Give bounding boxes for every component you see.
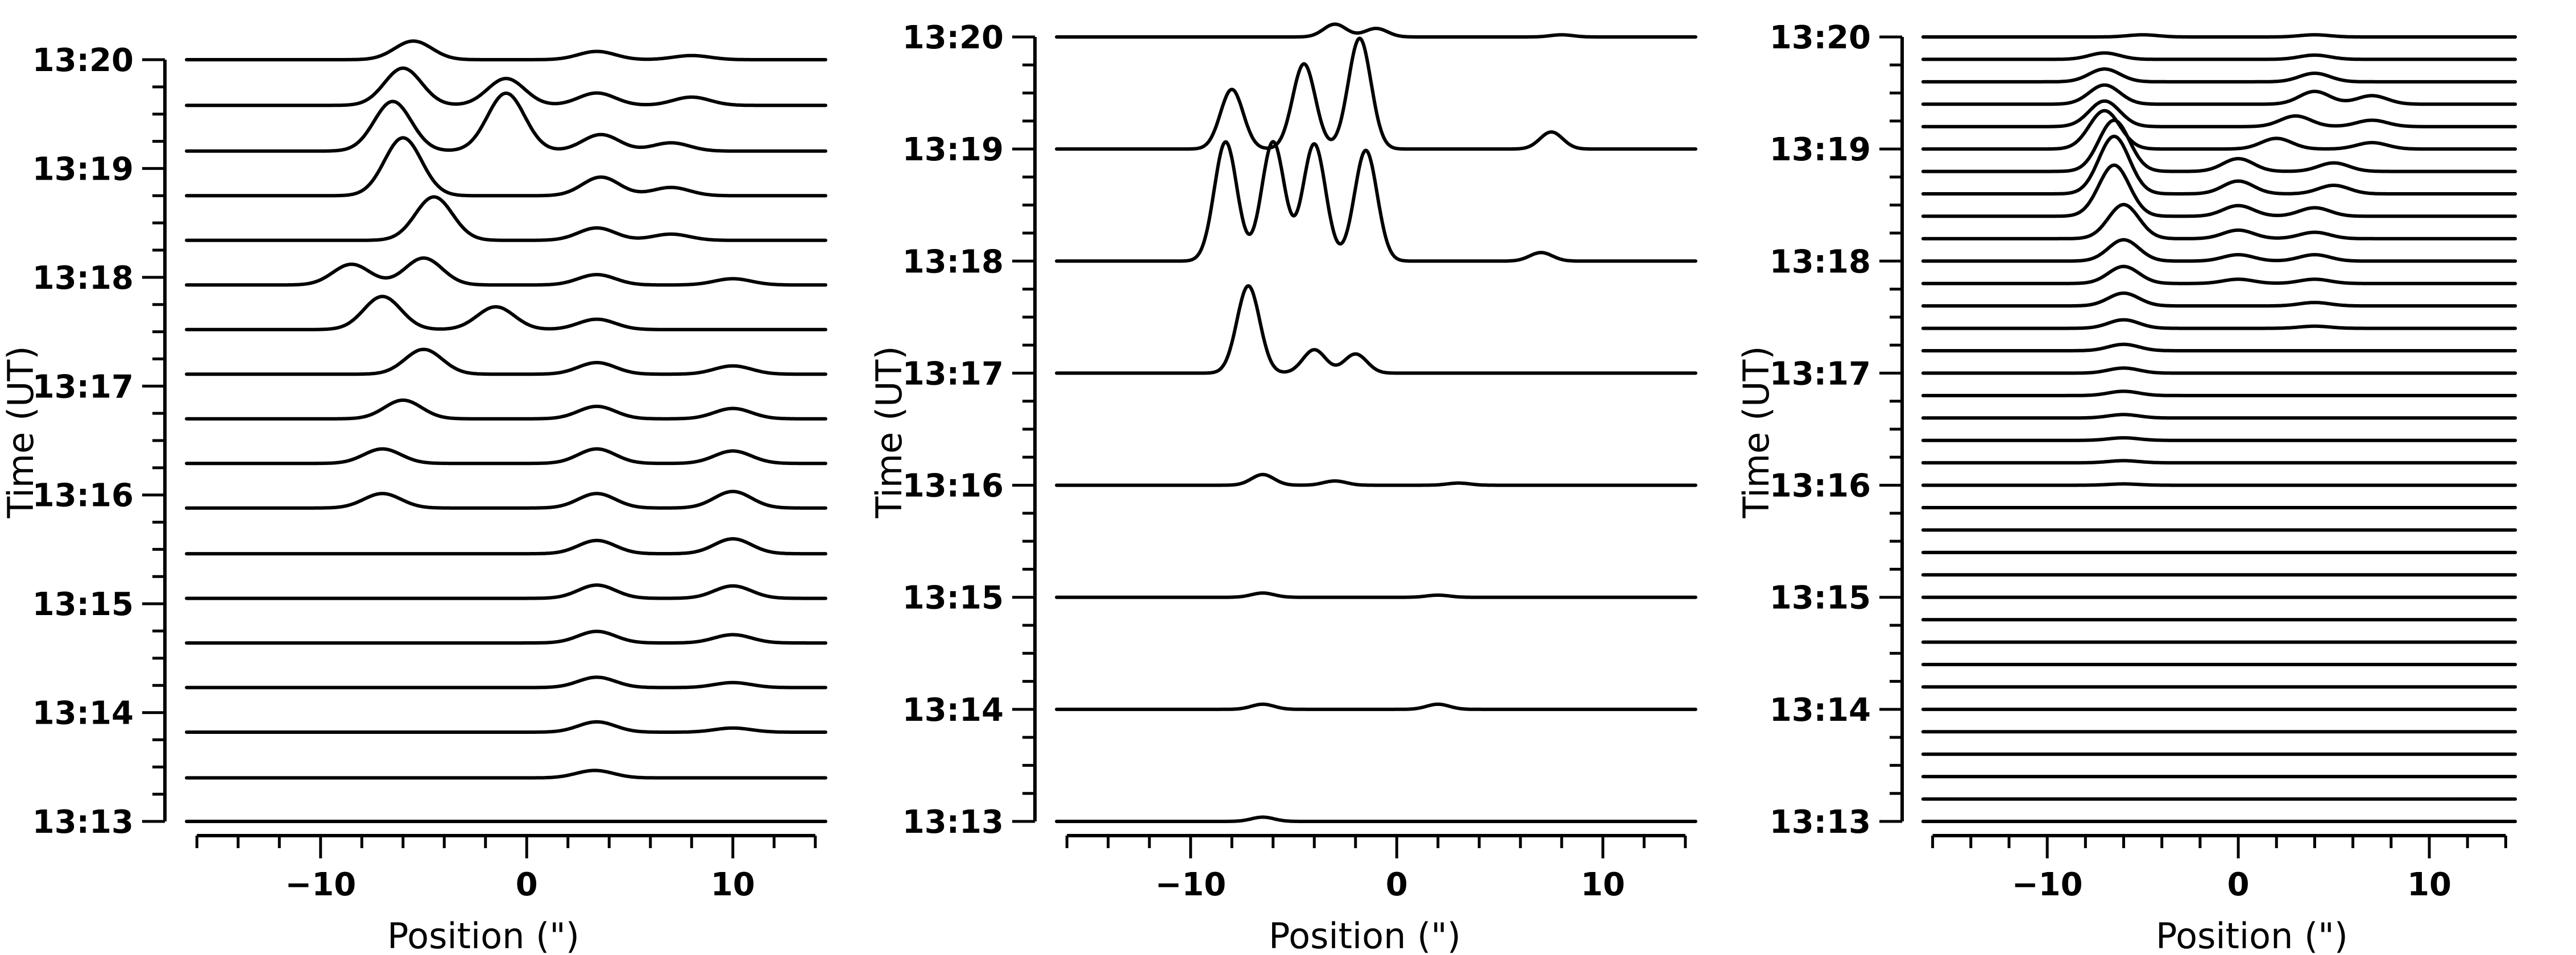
x-tick-label: 0 <box>2227 866 2250 903</box>
y-tick-label: 13:18 <box>32 260 134 297</box>
profile-trace <box>1921 118 2517 173</box>
y-tick-label: 13:18 <box>1770 243 1871 280</box>
profile-trace <box>1921 83 2517 106</box>
x-axis-title-right: Position (") <box>2156 915 2348 955</box>
profile-trace <box>185 136 827 198</box>
x-tick-label: 10 <box>711 866 755 903</box>
profile-trace <box>185 675 827 690</box>
profile-trace <box>1921 238 2517 263</box>
profile-trace <box>1921 51 2517 61</box>
y-axis-title-left: Time (UT) <box>0 346 42 518</box>
y-tick-label: 13:19 <box>902 131 1004 168</box>
profile-trace <box>1921 459 2517 465</box>
y-tick-label: 13:15 <box>902 580 1004 617</box>
y-tick-label: 13:17 <box>1770 355 1871 392</box>
y-tick-label: 13:13 <box>32 804 134 841</box>
y-tick-label: 13:17 <box>902 355 1004 392</box>
y-tick-label: 13:18 <box>902 243 1004 280</box>
profile-trace <box>1921 134 2517 196</box>
y-tick-label: 13:16 <box>1770 468 1871 505</box>
profile-trace <box>1055 815 1697 823</box>
y-tick-label: 13:20 <box>1770 19 1871 56</box>
profile-trace <box>185 537 827 556</box>
profile-trace <box>1921 33 2517 39</box>
profile-trace <box>1921 67 2517 84</box>
profile-trace <box>1921 99 2517 128</box>
y-tick-label: 13:17 <box>32 368 134 405</box>
profile-trace <box>1055 284 1697 375</box>
profile-trace <box>185 195 827 242</box>
profile-trace <box>185 347 827 376</box>
y-tick-label: 13:19 <box>32 151 134 188</box>
profile-trace <box>185 92 827 153</box>
profile-trace <box>1055 36 1697 151</box>
y-axis-title-right: Time (UT) <box>1736 346 1777 518</box>
profile-trace <box>185 629 827 645</box>
x-tick-label: 10 <box>2407 866 2451 903</box>
profile-trace <box>1055 702 1697 711</box>
profile-trace <box>1921 482 2517 487</box>
y-tick-label: 13:15 <box>32 586 134 623</box>
x-axis-title-left: Position (") <box>387 915 579 955</box>
profile-trace <box>1921 202 2517 240</box>
profile-trace <box>185 489 827 510</box>
y-tick-label: 13:13 <box>1770 804 1871 841</box>
x-tick-label: −10 <box>285 866 356 903</box>
x-tick-label: −10 <box>2012 866 2083 903</box>
profile-trace <box>185 720 827 734</box>
profile-trace <box>1055 22 1697 39</box>
panel-middle: Time (UT) Position (") 13:13 13:14 13:15 13… <box>868 19 1697 955</box>
y-tick-label: 13:20 <box>32 42 134 79</box>
x-tick-label: 10 <box>1581 866 1625 903</box>
y-tick-label: 13:16 <box>902 468 1004 505</box>
y-tick-label: 13:19 <box>1770 131 1871 168</box>
profile-trace <box>1055 140 1697 263</box>
profile-trace <box>185 256 827 287</box>
profile-trace <box>1921 109 2517 151</box>
panel-left: Time (UT) Position (") 13:13 13:14 13:15 13… <box>0 39 827 955</box>
profile-trace <box>1921 413 2517 420</box>
profile-trace <box>185 447 827 466</box>
y-tick-label: 13:14 <box>1770 692 1871 729</box>
profile-trace <box>1921 264 2517 285</box>
y-tick-label: 13:16 <box>32 478 134 514</box>
profile-trace <box>1921 342 2517 352</box>
profile-trace <box>1921 318 2517 330</box>
profile-trace <box>1921 389 2517 397</box>
profile-trace <box>1921 163 2517 218</box>
x-tick-label: 0 <box>516 866 538 903</box>
profile-trace <box>185 583 827 600</box>
profile-trace <box>185 769 827 780</box>
y-tick-label: 13:15 <box>1770 580 1871 617</box>
profile-trace <box>1921 366 2517 375</box>
x-tick-label: 0 <box>1386 866 1408 903</box>
y-tick-label: 13:14 <box>902 692 1004 729</box>
y-tick-label: 13:13 <box>902 804 1004 841</box>
y-tick-label: 13:20 <box>902 19 1004 56</box>
profile-trace <box>1921 291 2517 308</box>
profile-trace <box>185 294 827 331</box>
profile-trace <box>185 66 827 107</box>
y-tick-label: 13:14 <box>32 695 134 732</box>
profile-trace <box>1055 472 1697 487</box>
profile-trace <box>185 39 827 61</box>
profile-trace <box>185 398 827 421</box>
panel-right: Time (UT) Position (") 13:13 13:14 13:15 13… <box>1736 19 2517 955</box>
y-axis-title-middle: Time (UT) <box>868 346 910 518</box>
profile-trace <box>1921 436 2517 442</box>
x-axis-title-middle: Position (") <box>1269 915 1461 955</box>
x-tick-label: −10 <box>1155 866 1226 903</box>
profile-trace <box>1055 591 1697 599</box>
